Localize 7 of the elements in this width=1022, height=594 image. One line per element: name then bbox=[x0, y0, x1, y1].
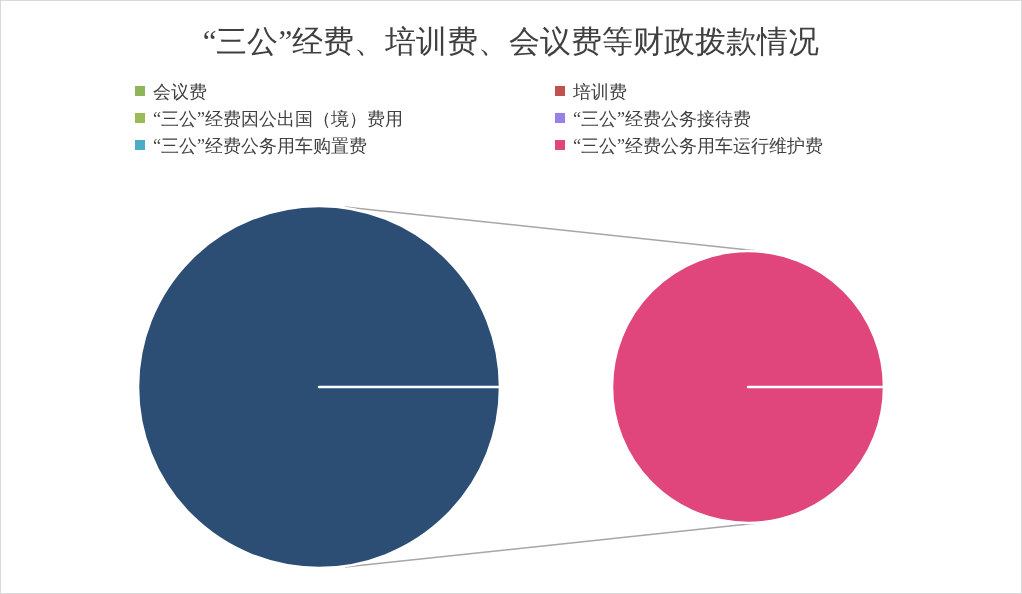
legend-label: “三公”经费公务用车运行维护费 bbox=[573, 136, 823, 156]
legend-label: “三公”经费公务接待费 bbox=[573, 109, 751, 129]
chart-title: “三公”经费、培训费、会议费等财政拨款情况 bbox=[202, 24, 820, 59]
legend-label: 培训费 bbox=[572, 82, 627, 102]
legend-label: 会议费 bbox=[153, 82, 207, 102]
legend-label: “三公”经费公务用车购置费 bbox=[153, 136, 367, 156]
legend-label: “三公”经费因公出国（境）费用 bbox=[153, 109, 403, 129]
